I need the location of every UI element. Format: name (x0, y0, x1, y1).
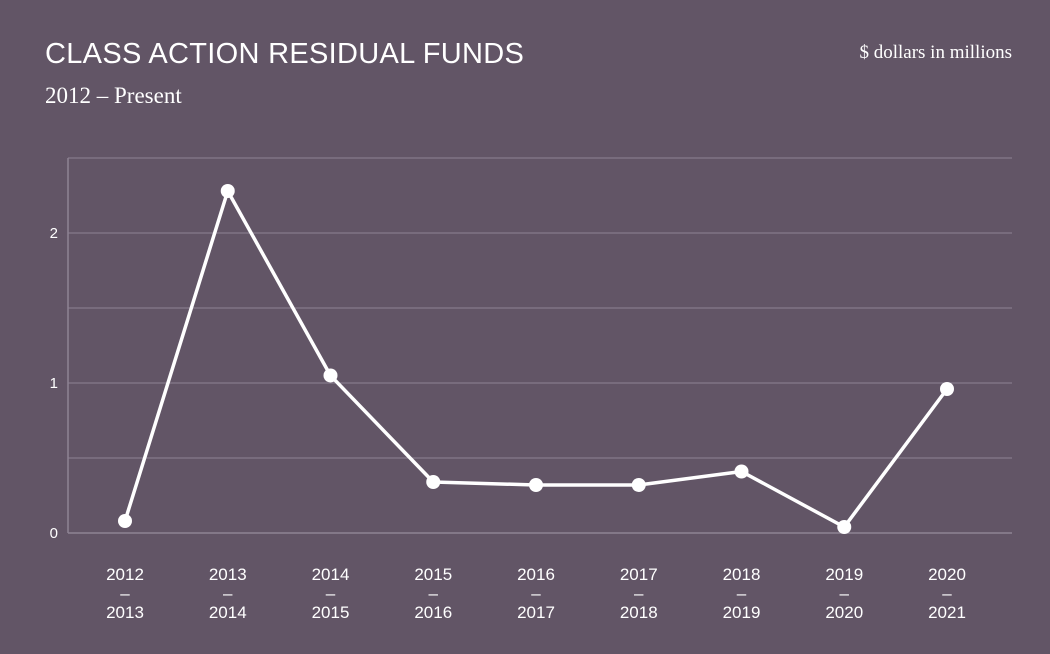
x-tick-label: 2018–2019 (723, 565, 761, 622)
x-tick-label: 2015–2016 (414, 565, 452, 622)
data-point (837, 520, 852, 534)
units-label: $ dollars in millions (859, 42, 1012, 63)
x-tick-label: 2013–2014 (209, 565, 247, 622)
y-tick-label: 0 (50, 525, 58, 542)
x-tick-label: 2019–2020 (825, 565, 863, 622)
chart-title: CLASS ACTION RESIDUAL FUNDS (45, 38, 525, 70)
x-tick-label: 2014–2015 (312, 565, 350, 622)
y-tick-label: 2 (50, 225, 58, 242)
chart-subtitle: 2012 – Present (45, 83, 182, 108)
data-point (529, 478, 543, 492)
data-point (940, 382, 954, 396)
data-point (220, 184, 235, 198)
data-points (118, 184, 954, 534)
x-tick-label: 2012–2013 (106, 565, 144, 622)
y-tick-labels: 0 1 2 (50, 225, 58, 542)
x-tick-label: 2020–2021 (928, 565, 966, 622)
data-point (323, 368, 338, 383)
gridlines (68, 157, 1012, 534)
x-tick-label: 2016–2017 (517, 565, 555, 622)
series-line (123, 189, 949, 529)
y-tick-label: 1 (50, 375, 58, 392)
data-point (118, 514, 132, 528)
x-tick-labels: 2012–2013 2013–2014 2014–2015 2015–2016 2016… (106, 565, 966, 622)
data-point (631, 478, 646, 492)
data-point (734, 464, 749, 479)
data-point (426, 475, 441, 489)
x-tick-label: 2017–2018 (620, 565, 658, 622)
